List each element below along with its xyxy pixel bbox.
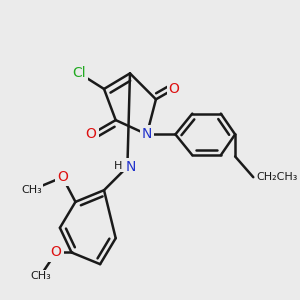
Text: N: N bbox=[126, 160, 136, 174]
Text: H: H bbox=[114, 160, 122, 170]
Text: CH₃: CH₃ bbox=[30, 271, 51, 281]
Text: CH₂CH₃: CH₂CH₃ bbox=[256, 172, 297, 182]
Text: CH₃: CH₃ bbox=[21, 185, 42, 195]
Text: Cl: Cl bbox=[73, 66, 86, 80]
Text: O: O bbox=[51, 245, 62, 260]
Text: O: O bbox=[57, 170, 68, 184]
Text: O: O bbox=[169, 82, 179, 96]
Text: O: O bbox=[85, 128, 97, 141]
Text: N: N bbox=[142, 128, 152, 141]
